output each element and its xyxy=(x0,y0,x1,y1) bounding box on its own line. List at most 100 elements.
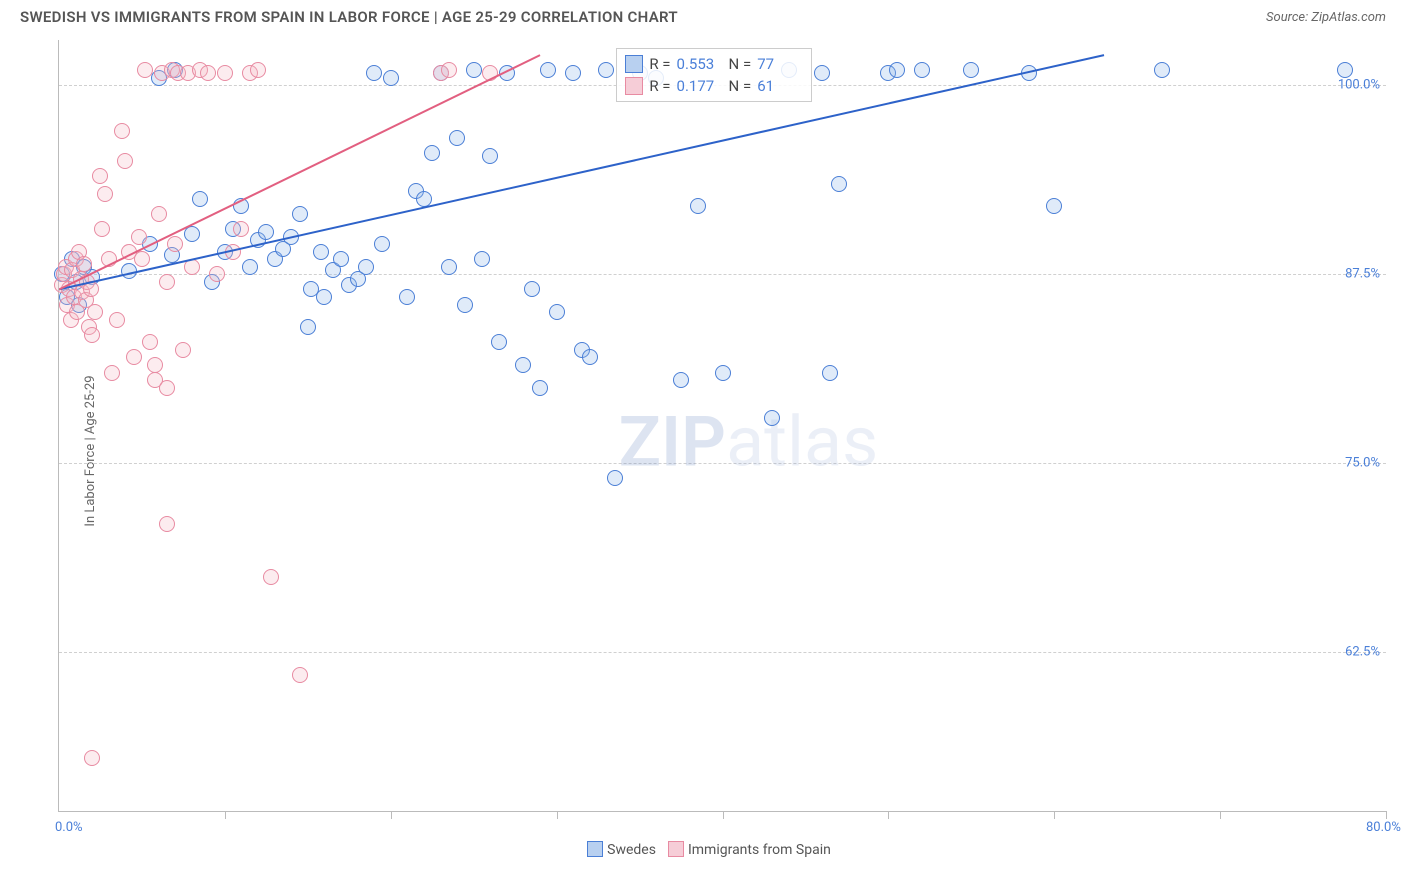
scatter-point xyxy=(184,226,200,242)
scatter-point xyxy=(300,319,316,335)
scatter-point xyxy=(92,168,108,184)
legend-swatch xyxy=(668,841,684,857)
x-tick xyxy=(1386,811,1387,819)
scatter-point xyxy=(250,62,266,78)
scatter-point xyxy=(147,357,163,373)
x-tick xyxy=(225,811,226,819)
r-label: R = xyxy=(649,77,670,95)
scatter-point xyxy=(549,304,565,320)
source-attribution: Source: ZipAtlas.com xyxy=(1266,10,1386,25)
x-tick xyxy=(723,811,724,819)
scatter-point xyxy=(1021,65,1037,81)
scatter-point xyxy=(114,123,130,139)
scatter-point xyxy=(715,365,731,381)
scatter-point xyxy=(690,198,706,214)
scatter-point xyxy=(963,62,979,78)
scatter-point xyxy=(87,304,103,320)
scatter-point xyxy=(499,65,515,81)
x-tick-label: 80.0% xyxy=(1366,820,1401,835)
scatter-point xyxy=(814,65,830,81)
grid-line xyxy=(59,274,1386,275)
scatter-point xyxy=(424,145,440,161)
legend-swatch xyxy=(587,841,603,857)
scatter-point xyxy=(225,244,241,260)
x-tick-label: 0.0% xyxy=(55,820,83,835)
scatter-point xyxy=(524,281,540,297)
scatter-point xyxy=(200,65,216,81)
scatter-point xyxy=(192,191,208,207)
trend-lines-layer xyxy=(59,40,1386,811)
scatter-point xyxy=(76,256,92,272)
scatter-point xyxy=(374,236,390,252)
y-tick-label: 62.5% xyxy=(1345,645,1380,660)
scatter-point xyxy=(822,365,838,381)
scatter-point xyxy=(175,342,191,358)
legend-row: R =0.177N =61 xyxy=(625,75,803,97)
n-label: N = xyxy=(729,55,752,73)
x-tick xyxy=(557,811,558,819)
scatter-point xyxy=(167,236,183,252)
chart-title: SWEDISH VS IMMIGRANTS FROM SPAIN IN LABO… xyxy=(20,8,678,26)
scatter-point xyxy=(292,667,308,683)
scatter-point xyxy=(121,263,137,279)
scatter-point xyxy=(84,750,100,766)
scatter-point xyxy=(151,206,167,222)
scatter-point xyxy=(582,349,598,365)
legend-label: Swedes xyxy=(607,842,656,858)
scatter-point xyxy=(184,259,200,275)
scatter-point xyxy=(482,65,498,81)
scatter-point xyxy=(831,176,847,192)
scatter-point xyxy=(366,65,382,81)
scatter-point xyxy=(292,206,308,222)
scatter-point xyxy=(383,70,399,86)
scatter-point xyxy=(126,349,142,365)
scatter-point xyxy=(1154,62,1170,78)
y-tick-label: 87.5% xyxy=(1345,267,1380,282)
n-label: N = xyxy=(729,77,752,95)
scatter-point xyxy=(283,229,299,245)
scatter-point xyxy=(457,297,473,313)
n-value: 77 xyxy=(757,55,803,73)
scatter-point xyxy=(482,148,498,164)
plot-area: ZIPatlas R =0.553N =77R =0.177N =61 62.5… xyxy=(58,40,1386,812)
legend-swatch xyxy=(625,55,643,73)
series-legend: Swedes Immigrants from Spain xyxy=(20,841,1386,858)
scatter-point xyxy=(1337,62,1353,78)
scatter-point xyxy=(358,259,374,275)
y-tick-label: 100.0% xyxy=(1338,78,1380,93)
legend-label: Immigrants from Spain xyxy=(688,842,831,858)
scatter-point xyxy=(94,221,110,237)
scatter-point xyxy=(104,365,120,381)
chart-container: In Labor Force | Age 25-29 ZIPatlas R =0… xyxy=(20,40,1386,862)
y-tick-label: 75.0% xyxy=(1345,456,1380,471)
scatter-point xyxy=(889,62,905,78)
scatter-point xyxy=(515,357,531,373)
scatter-point xyxy=(449,130,465,146)
scatter-point xyxy=(159,274,175,290)
scatter-point xyxy=(258,224,274,240)
scatter-point xyxy=(131,229,147,245)
scatter-point xyxy=(565,65,581,81)
scatter-point xyxy=(1046,198,1062,214)
scatter-point xyxy=(109,312,125,328)
scatter-point xyxy=(441,259,457,275)
scatter-point xyxy=(117,153,133,169)
x-tick xyxy=(1054,811,1055,819)
scatter-point xyxy=(313,244,329,260)
watermark: ZIPatlas xyxy=(619,401,879,483)
scatter-point xyxy=(233,198,249,214)
scatter-point xyxy=(84,327,100,343)
scatter-point xyxy=(316,289,332,305)
grid-line xyxy=(59,652,1386,653)
x-tick xyxy=(888,811,889,819)
scatter-point xyxy=(233,221,249,237)
scatter-point xyxy=(159,380,175,396)
scatter-point xyxy=(474,251,490,267)
scatter-point xyxy=(673,372,689,388)
scatter-point xyxy=(598,62,614,78)
scatter-point xyxy=(242,259,258,275)
r-label: R = xyxy=(649,55,670,73)
scatter-point xyxy=(532,380,548,396)
scatter-point xyxy=(914,62,930,78)
scatter-point xyxy=(142,334,158,350)
